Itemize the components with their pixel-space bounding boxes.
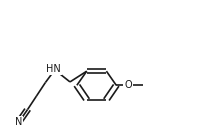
Text: HN: HN [46, 64, 61, 74]
Text: N: N [15, 117, 22, 127]
Text: O: O [124, 80, 131, 90]
